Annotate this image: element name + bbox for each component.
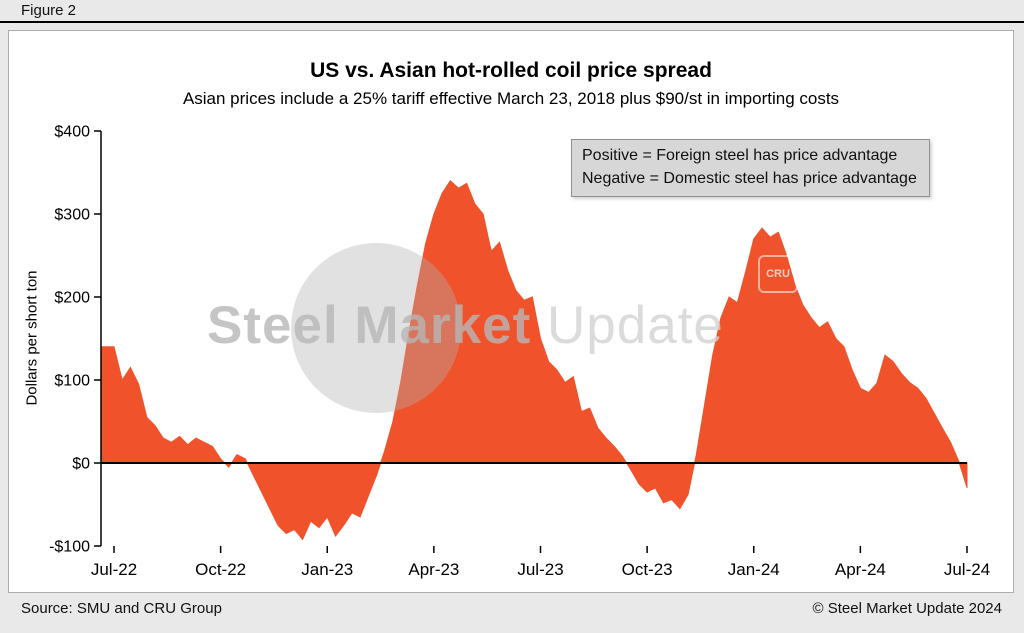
- x-tick-label: Apr-23: [408, 560, 459, 579]
- x-tick-label: Apr-24: [835, 560, 886, 579]
- x-tick-label: Jul-23: [517, 560, 563, 579]
- top-divider: [0, 21, 1024, 23]
- legend-line-negative: Negative = Domestic steel has price adva…: [582, 170, 917, 187]
- y-tick-label: $200: [54, 290, 90, 307]
- x-tick-label: Oct-23: [622, 560, 673, 579]
- x-tick-label: Jul-24: [944, 560, 990, 579]
- x-tick-label: Jan-23: [301, 560, 353, 579]
- y-tick-label: $0: [72, 456, 90, 473]
- y-tick-label: $100: [54, 373, 90, 390]
- chart-panel: US vs. Asian hot-rolled coil price sprea…: [8, 30, 1014, 593]
- y-tick-label: $400: [54, 124, 90, 141]
- x-tick-label: Jan-24: [728, 560, 780, 579]
- figure-label: Figure 2: [21, 2, 77, 19]
- y-tick-label: -$100: [49, 539, 90, 556]
- chart-subtitle: Asian prices include a 25% tariff effect…: [182, 89, 840, 108]
- chart-title: US vs. Asian hot-rolled coil price sprea…: [310, 59, 712, 82]
- legend-line-positive: Positive = Foreign steel has price advan…: [582, 147, 898, 164]
- x-tick-label: Jul-22: [91, 560, 137, 579]
- legend-note-box: Positive = Foreign steel has price advan…: [571, 139, 930, 197]
- copyright-note: © Steel Market Update 2024: [812, 600, 1003, 617]
- spread-area-series: [100, 180, 968, 541]
- y-tick-label: $300: [54, 207, 90, 224]
- x-tick-label: Oct-22: [195, 560, 246, 579]
- source-note: Source: SMU and CRU Group: [21, 600, 222, 617]
